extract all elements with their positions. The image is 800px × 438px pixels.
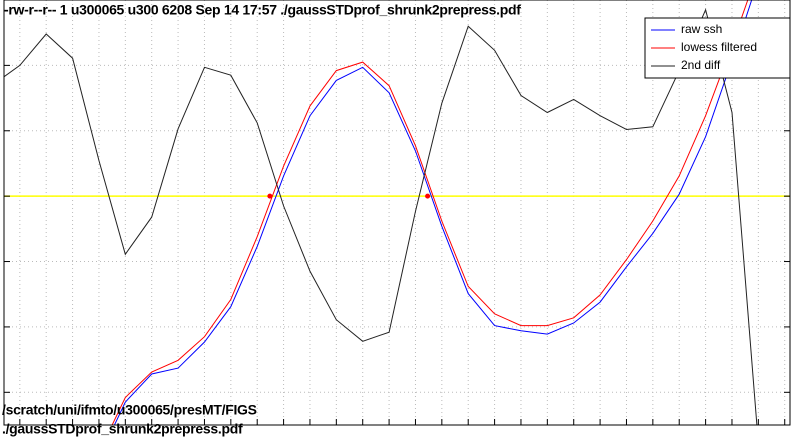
legend-label: raw ssh xyxy=(681,22,722,36)
legend-label: lowess filtered xyxy=(681,40,757,54)
ticks xyxy=(4,0,790,425)
series-line xyxy=(113,0,753,425)
crossing-marker xyxy=(267,193,273,199)
footer-line: /scratch/uni/ifmto/u300065/presMT/FIGS xyxy=(2,402,257,418)
header: -rw-r--r-- 1 u300065 u300 6208 Sep 14 17… xyxy=(4,2,521,18)
axes-frame xyxy=(3,0,791,426)
footer-line: ./gaussSTDprof_shrunk2prepress.pdf xyxy=(2,421,243,437)
series-line xyxy=(4,8,758,425)
legend: raw ssh lowess filtered 2nd diff xyxy=(644,17,791,79)
series-line xyxy=(111,0,749,425)
legend-label: 2nd diff xyxy=(681,58,721,72)
crossing-marker xyxy=(425,193,431,199)
